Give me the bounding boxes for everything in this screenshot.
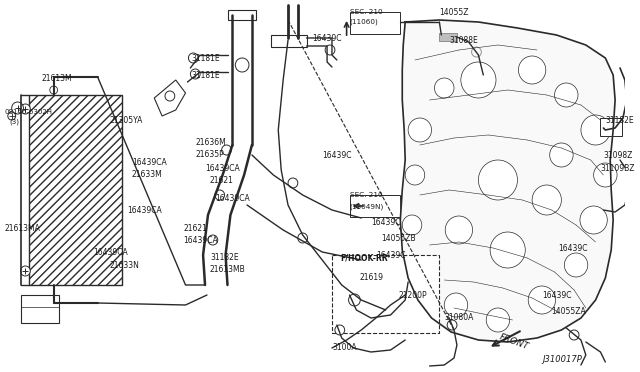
Text: SEC. 210: SEC. 210 (349, 9, 382, 15)
Circle shape (408, 118, 431, 142)
Circle shape (349, 294, 360, 306)
Text: 21613M: 21613M (41, 74, 72, 83)
Circle shape (8, 112, 15, 120)
Text: 21621: 21621 (184, 224, 207, 232)
Text: 21633M: 21633M (132, 170, 163, 179)
Text: J310017P: J310017P (542, 356, 582, 365)
Text: F/HOOK-RR: F/HOOK-RR (340, 253, 387, 263)
Bar (349, 195, 400, 217)
Circle shape (325, 45, 335, 55)
Circle shape (486, 308, 509, 332)
Circle shape (461, 62, 496, 98)
Circle shape (490, 232, 525, 268)
Text: 14055ZA: 14055ZA (552, 308, 586, 317)
Text: 21621: 21621 (210, 176, 234, 185)
Text: 21613MA: 21613MA (5, 224, 41, 232)
Circle shape (550, 143, 573, 167)
Text: 16439C: 16439C (542, 291, 572, 299)
Polygon shape (400, 20, 615, 342)
Text: 14055Z: 14055Z (440, 7, 469, 16)
Circle shape (236, 58, 249, 72)
Circle shape (580, 206, 607, 234)
Bar (228, 10, 256, 20)
Circle shape (528, 286, 556, 314)
Circle shape (581, 115, 610, 145)
Text: 3100A: 3100A (332, 343, 356, 353)
Text: 21636M: 21636M (195, 138, 226, 147)
Circle shape (298, 233, 308, 243)
Circle shape (288, 178, 298, 188)
Bar (332, 255, 440, 333)
Text: 16439C: 16439C (559, 244, 588, 253)
Text: 16439CA: 16439CA (93, 247, 127, 257)
Circle shape (188, 53, 198, 63)
Bar (29, 95, 122, 285)
Circle shape (564, 253, 588, 277)
Text: 31182E: 31182E (605, 115, 634, 125)
Text: 31088E: 31088E (449, 35, 478, 45)
Text: 31182E: 31182E (210, 253, 239, 263)
Text: 08146-6302H: 08146-6302H (5, 109, 53, 115)
Bar (600, 118, 622, 136)
Circle shape (190, 69, 200, 79)
Text: FRONT: FRONT (498, 333, 530, 352)
Circle shape (215, 190, 225, 200)
Circle shape (335, 325, 345, 335)
Circle shape (208, 235, 218, 245)
Text: 21613MB: 21613MB (210, 266, 246, 275)
Circle shape (472, 47, 481, 57)
Text: (13049N): (13049N) (349, 204, 384, 210)
Text: 21305YA: 21305YA (109, 115, 143, 125)
Text: 31080A: 31080A (444, 314, 474, 323)
Text: 16439CA: 16439CA (184, 235, 218, 244)
Circle shape (445, 216, 472, 244)
Circle shape (20, 266, 30, 276)
Circle shape (532, 185, 561, 215)
Circle shape (221, 145, 232, 155)
Text: 16439C: 16439C (322, 151, 352, 160)
Bar (271, 35, 307, 47)
Text: 31098Z: 31098Z (604, 151, 633, 160)
Text: 16439CA: 16439CA (215, 193, 250, 202)
Text: 31109BZ: 31109BZ (600, 164, 635, 173)
Text: (11060): (11060) (349, 19, 378, 25)
Text: 16439CA: 16439CA (205, 164, 240, 173)
Text: 16439C: 16439C (376, 250, 405, 260)
Circle shape (405, 165, 425, 185)
Circle shape (165, 91, 175, 101)
Circle shape (555, 83, 578, 107)
Text: 31181E: 31181E (191, 54, 220, 62)
Text: (3): (3) (10, 119, 20, 125)
Circle shape (435, 78, 454, 98)
Circle shape (594, 163, 617, 187)
Text: 21619: 21619 (359, 273, 383, 282)
Circle shape (403, 215, 422, 235)
Circle shape (518, 56, 546, 84)
Text: 21633N: 21633N (109, 260, 140, 269)
Text: 16439CA: 16439CA (127, 205, 162, 215)
Circle shape (447, 320, 457, 330)
Text: 21200P: 21200P (398, 291, 427, 299)
Text: 21635P: 21635P (195, 150, 224, 158)
Text: 16439C: 16439C (371, 218, 401, 227)
Circle shape (20, 104, 30, 114)
Bar (440, 33, 457, 41)
Bar (22, 295, 59, 323)
Circle shape (479, 160, 518, 200)
Text: 16439CA: 16439CA (132, 157, 166, 167)
Circle shape (444, 293, 468, 317)
Bar (349, 12, 400, 34)
Text: 14055ZB: 14055ZB (381, 234, 415, 243)
Text: 16439C: 16439C (312, 33, 342, 42)
Circle shape (569, 330, 579, 340)
Circle shape (12, 102, 24, 114)
Circle shape (50, 86, 58, 94)
Text: SEC. 210: SEC. 210 (349, 192, 382, 198)
Circle shape (410, 260, 429, 280)
Text: 31181E: 31181E (191, 71, 220, 80)
Polygon shape (154, 80, 186, 116)
